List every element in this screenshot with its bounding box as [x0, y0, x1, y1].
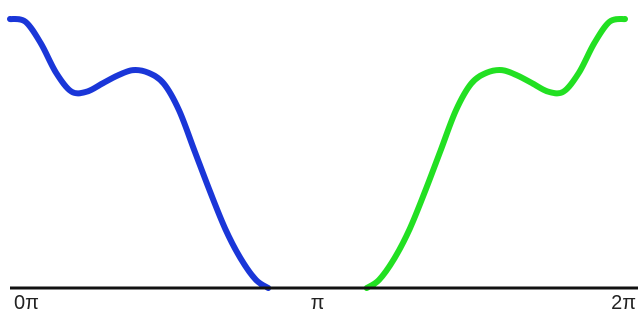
x-tick-label: 0π — [14, 292, 39, 314]
series-line-2 — [363, 15, 628, 291]
series-line-1 — [7, 15, 272, 291]
x-tick-label: 2π — [611, 292, 636, 314]
series-layer — [7, 15, 628, 291]
x-tick-label: π — [310, 292, 325, 314]
